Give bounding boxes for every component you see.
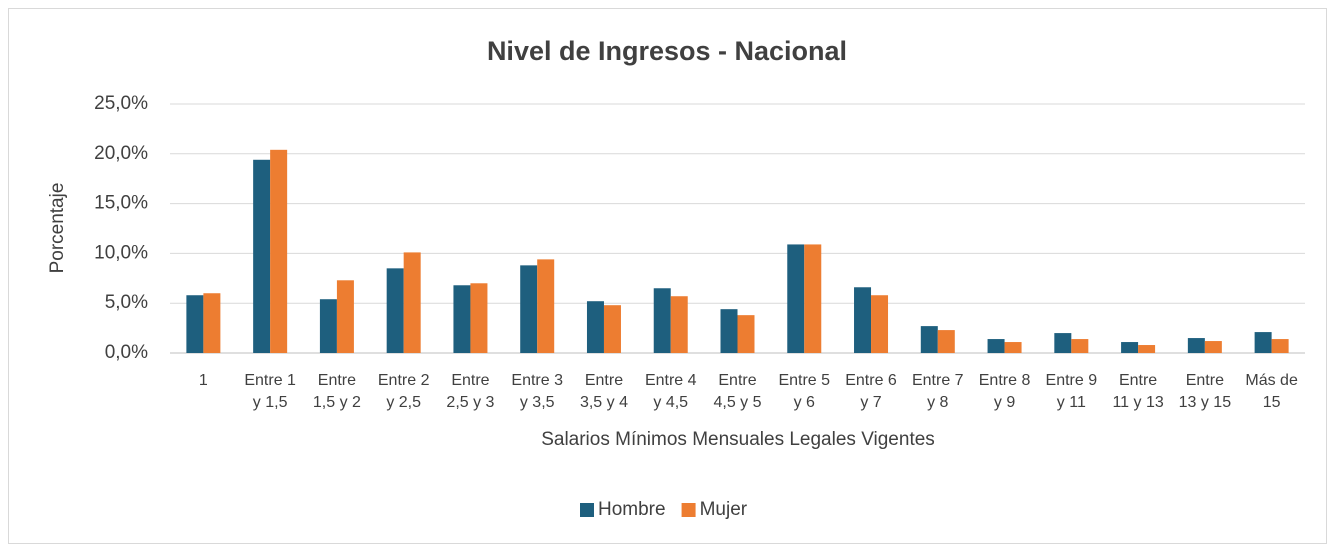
x-tick-label: y 7	[860, 394, 881, 411]
bar	[720, 309, 738, 353]
y-tick-label: 20,0%	[94, 143, 148, 164]
bar	[1204, 341, 1222, 353]
bar	[453, 285, 471, 353]
x-tick-label: 4,5 y 5	[713, 394, 761, 411]
x-tick-label: 3,5 y 4	[580, 394, 628, 411]
x-tick-label: y 11	[1057, 394, 1086, 411]
legend-label: Hombre	[598, 499, 666, 520]
x-tick-label: Entre	[1186, 372, 1224, 389]
bar	[336, 280, 354, 353]
legend-swatch	[580, 503, 594, 517]
bar	[854, 287, 872, 353]
x-tick-label: 11 y 13	[1112, 394, 1163, 411]
x-tick-label: y 3,5	[520, 394, 555, 411]
x-tick-label: 1,5 y 2	[313, 394, 361, 411]
bar	[1004, 342, 1022, 353]
x-tick-label: Más de	[1245, 372, 1298, 389]
bar	[186, 295, 204, 353]
bar	[203, 293, 221, 353]
y-tick-label: 0,0%	[105, 342, 148, 363]
x-tick-label: Entre	[1119, 372, 1157, 389]
bar	[1254, 332, 1272, 353]
x-tick-label: Entre 3	[511, 372, 563, 389]
x-tick-label: Entre	[318, 372, 356, 389]
bar	[787, 244, 805, 353]
legend-label: Mujer	[700, 499, 748, 520]
x-axis-title: Salarios Mínimos Mensuales Legales Vigen…	[541, 429, 935, 450]
x-tick-label: Entre 1	[244, 372, 296, 389]
x-tick-label: Entre 5	[778, 372, 830, 389]
bar	[470, 283, 488, 353]
bar	[520, 265, 538, 353]
bar	[1121, 342, 1139, 353]
x-tick-label: y 8	[927, 394, 948, 411]
bar	[1071, 339, 1089, 353]
legend-swatch	[681, 503, 696, 517]
x-tick-label: Entre	[585, 372, 623, 389]
bar	[937, 330, 955, 353]
x-tick-label: 15	[1263, 394, 1281, 411]
bar	[253, 159, 271, 353]
x-tick-label: Entre 4	[645, 372, 697, 389]
bar	[603, 305, 621, 353]
chart-title: Nivel de Ingresos - Nacional	[487, 36, 847, 66]
bar	[804, 244, 822, 353]
bar	[386, 268, 404, 353]
x-tick-label: y 4,5	[653, 394, 688, 411]
bar	[653, 288, 671, 353]
x-tick-label: y 6	[794, 394, 815, 411]
x-tick-label: y 2,5	[386, 394, 421, 411]
x-tick-label: Entre	[718, 372, 756, 389]
bar	[270, 149, 288, 353]
y-tick-label: 5,0%	[105, 292, 148, 313]
x-tick-label: Entre 2	[378, 372, 430, 389]
y-tick-label: 10,0%	[94, 242, 148, 263]
y-tick-label: 25,0%	[94, 93, 148, 114]
bar	[1054, 333, 1072, 353]
bar	[537, 259, 555, 353]
x-tick-label: 13 y 15	[1179, 394, 1232, 411]
bar	[586, 301, 604, 353]
x-tick-label: y 1,5	[253, 394, 288, 411]
bar	[1187, 338, 1205, 353]
bar	[1138, 345, 1156, 353]
x-tick-label: 1	[199, 372, 208, 389]
x-tick-label: 2,5 y 3	[446, 394, 494, 411]
x-tick-label: Entre 8	[979, 372, 1031, 389]
bar	[403, 252, 421, 353]
x-tick-label: Entre 6	[845, 372, 897, 389]
y-tick-label: 15,0%	[94, 193, 148, 214]
bar	[987, 339, 1005, 353]
bar	[670, 296, 688, 353]
chart-border	[8, 8, 1327, 544]
x-tick-label: Entre 9	[1046, 372, 1098, 389]
bar	[1271, 339, 1289, 353]
bar	[920, 326, 938, 353]
y-axis-title: Porcentaje	[47, 183, 68, 274]
x-tick-label: Entre 7	[912, 372, 964, 389]
bar	[319, 299, 337, 353]
x-tick-label: y 9	[994, 394, 1015, 411]
x-tick-label: Entre	[451, 372, 489, 389]
bar	[737, 315, 755, 353]
bar	[871, 295, 889, 353]
